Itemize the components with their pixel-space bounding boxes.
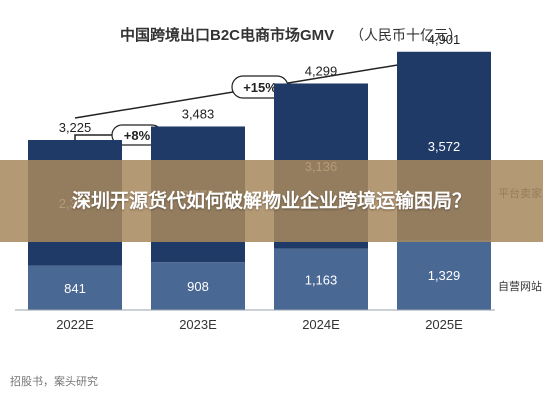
total-label: 4,901 — [428, 32, 461, 47]
bar-segment — [28, 265, 122, 310]
data-label: 1,163 — [305, 272, 338, 287]
bar-segment — [397, 239, 491, 310]
chart-unit: （人民币十亿元） — [350, 27, 462, 43]
article-headline[interactable]: 深圳开源货代如何破解物业企业跨境运输困局？ — [71, 189, 471, 212]
x-tick-label: 2023E — [179, 317, 217, 332]
x-tick-label: 2025E — [425, 317, 463, 332]
data-label: 908 — [187, 279, 209, 294]
article-headline-banner: 深圳开源货代如何破解物业企业跨境运输困局？ — [0, 160, 543, 242]
total-label: 4,299 — [305, 63, 338, 78]
legend-label: 自营网站 — [498, 279, 542, 293]
growth-label: +15% — [243, 80, 277, 95]
total-label: 3,225 — [59, 120, 92, 135]
source-note: 招股书，案头研究 — [10, 374, 98, 388]
growth-label: +8% — [124, 128, 151, 143]
data-label: 3,572 — [428, 139, 461, 154]
total-label: 3,483 — [182, 106, 215, 121]
chart-title: 中国跨境出口B2C电商市场GMV — [120, 26, 334, 44]
bar-segment — [151, 262, 245, 310]
x-tick-label: 2024E — [302, 317, 340, 332]
bar-segment — [274, 248, 368, 310]
data-label: 1,329 — [428, 268, 461, 283]
x-tick-label: 2022E — [56, 317, 94, 332]
data-label: 841 — [64, 281, 86, 296]
